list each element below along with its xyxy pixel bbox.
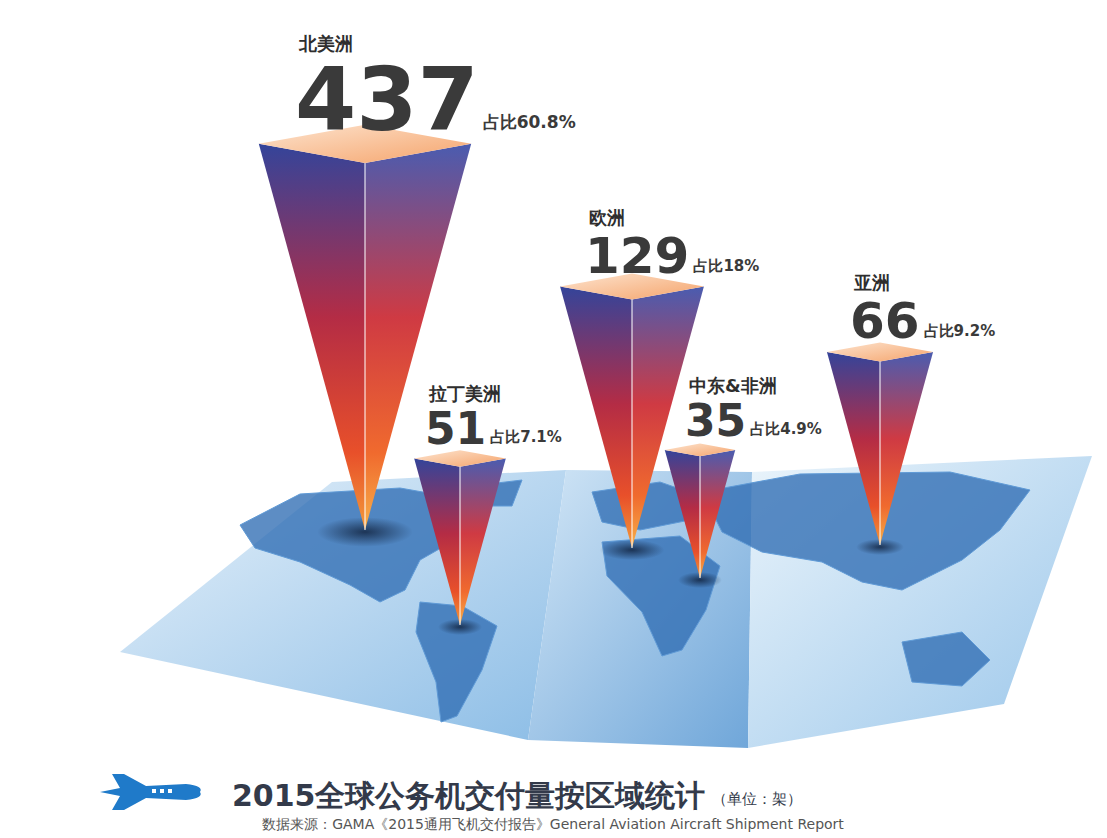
pyramid-face [414, 458, 460, 625]
category-label: 中东&非洲 [689, 375, 777, 396]
pyramid-edge [459, 467, 460, 625]
plane-window [160, 789, 164, 793]
plane-icon [100, 774, 201, 810]
category-label: 亚洲 [853, 272, 890, 293]
chart-canvas: 437占比60.8% 北美洲 129占比18% 欧洲 66占比9.2% 亚洲 51占比7.1… [0, 0, 1107, 838]
map-panel [120, 470, 566, 740]
pyramid-face [700, 450, 735, 578]
continent [902, 632, 990, 686]
map [120, 456, 1092, 748]
share-label: 占比4.9% [750, 420, 822, 438]
labels: 437占比60.8% 北美洲 129占比18% 欧洲 66占比9.2% 亚洲 51占比7.1… [295, 33, 995, 455]
pyramid-face [460, 458, 506, 625]
plane-body [100, 774, 201, 810]
plane-window [152, 789, 156, 793]
plane-window [168, 789, 172, 793]
pyramid-edge [364, 163, 365, 530]
pyramid-edge [631, 299, 632, 548]
unit-label: （单位：架） [712, 790, 802, 808]
value-label: 35 [685, 395, 746, 446]
title: 2015全球公务机交付量按区域统计 [232, 778, 706, 813]
pyramid-edge [699, 456, 700, 578]
value-label: 129 [585, 227, 689, 285]
share-label: 占比7.1% [490, 428, 562, 446]
value-label: 437 [295, 48, 479, 151]
share-label: 占比9.2% [924, 322, 996, 340]
value-label: 51 [425, 403, 486, 454]
pyramid-bar [665, 444, 735, 578]
pyramid-face [259, 144, 365, 530]
category-label: 北美洲 [298, 33, 353, 54]
share-label: 占比60.8% [483, 112, 576, 132]
source: 数据来源：GAMA《2015通用飞机交付报告》General Aviation … [262, 816, 844, 832]
category-label: 欧洲 [589, 207, 625, 228]
pyramid-bar [827, 342, 933, 545]
pyramid-face [880, 352, 933, 545]
pyramid-face [665, 450, 700, 578]
plot-area [259, 125, 933, 635]
pyramid-face [827, 352, 880, 545]
share-label: 占比18% [693, 257, 759, 275]
value-label: 66 [850, 292, 920, 350]
continent [416, 602, 497, 722]
pyramid-edge [879, 362, 880, 545]
pyramid-bar [414, 450, 506, 625]
pyramid-face [560, 287, 632, 548]
category-label: 拉丁美洲 [428, 383, 501, 404]
